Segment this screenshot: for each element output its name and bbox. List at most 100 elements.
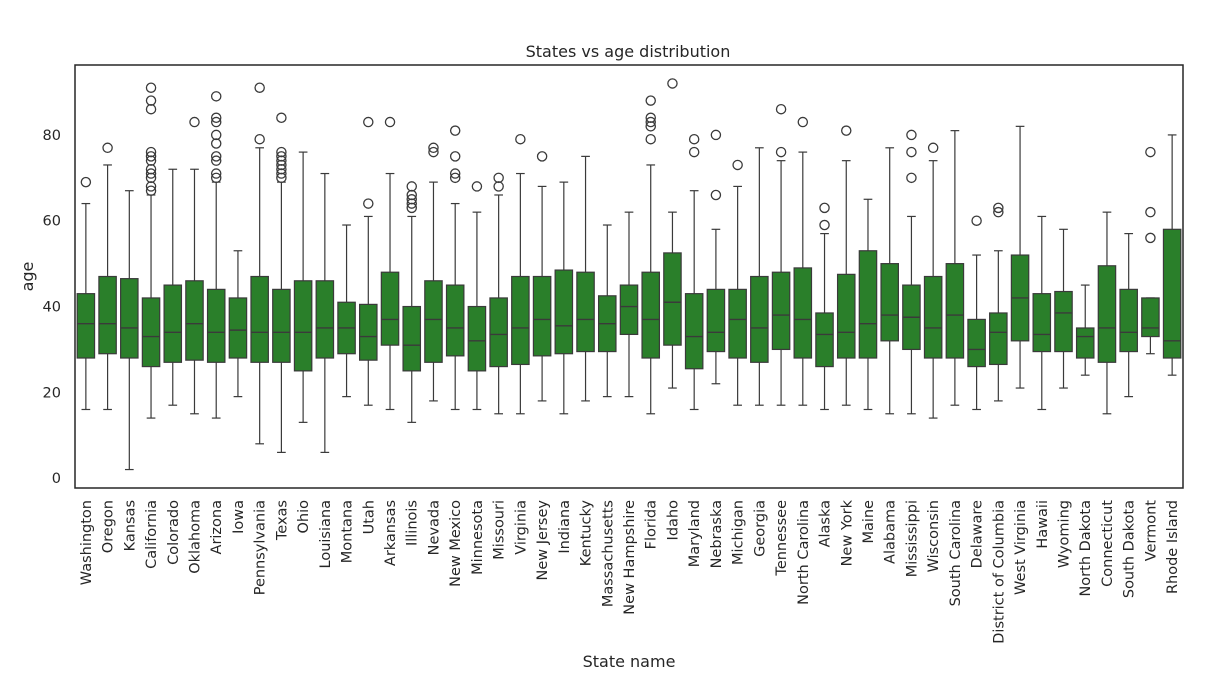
x-tick-label: Montana bbox=[340, 500, 356, 563]
x-tick-label: Alaska bbox=[818, 500, 834, 547]
box bbox=[380, 271, 400, 346]
box bbox=[836, 273, 856, 359]
y-tick-label: 80 bbox=[43, 128, 61, 144]
outlier-point bbox=[775, 146, 787, 158]
outlier-point bbox=[688, 133, 700, 145]
box bbox=[185, 280, 204, 361]
outlier-point bbox=[906, 172, 917, 184]
box bbox=[120, 278, 139, 359]
outlier-point bbox=[536, 151, 548, 162]
box-group bbox=[489, 172, 508, 415]
box bbox=[750, 275, 769, 363]
outlier-point bbox=[775, 103, 787, 115]
box bbox=[424, 280, 443, 363]
outlier-point bbox=[688, 146, 700, 158]
outlier-point bbox=[1145, 146, 1156, 158]
box-group bbox=[1054, 228, 1073, 389]
x-tick-label: New York bbox=[839, 499, 855, 566]
x-tick-label: Louisiana bbox=[318, 500, 334, 568]
box bbox=[793, 267, 813, 359]
box bbox=[1162, 228, 1182, 359]
box-group bbox=[858, 198, 878, 411]
x-tick-label: Idaho bbox=[665, 500, 681, 541]
outlier-point bbox=[406, 181, 417, 192]
box-group bbox=[750, 147, 769, 406]
box-group bbox=[315, 172, 335, 453]
x-tick-label: Illinois bbox=[405, 500, 421, 546]
x-tick-label: North Carolina bbox=[796, 500, 812, 605]
plot-frame bbox=[74, 64, 1184, 489]
box-group bbox=[684, 133, 704, 411]
box-group bbox=[728, 159, 747, 406]
outlier-point bbox=[841, 125, 852, 136]
outlier-point bbox=[645, 95, 656, 106]
box-group bbox=[945, 130, 965, 406]
outlier-point bbox=[363, 198, 374, 209]
x-tick-label: Arkansas bbox=[383, 500, 399, 566]
box-group bbox=[815, 202, 834, 411]
x-tick-label: South Carolina bbox=[948, 500, 964, 606]
x-tick-label: Virginia bbox=[513, 500, 529, 555]
box bbox=[945, 263, 965, 359]
outlier-point bbox=[145, 82, 157, 93]
outlier-point bbox=[210, 172, 222, 184]
x-tick-label: New Hampshire bbox=[622, 500, 638, 615]
x-tick-label: Georgia bbox=[752, 500, 768, 557]
outlier-point bbox=[254, 133, 265, 145]
box-group bbox=[337, 224, 356, 398]
x-tick-label: Kansas bbox=[122, 500, 138, 551]
box-group bbox=[641, 95, 661, 415]
outlier-point bbox=[210, 151, 222, 162]
x-tick-label: Mississippi bbox=[904, 500, 920, 577]
box bbox=[272, 288, 291, 363]
box bbox=[402, 305, 422, 372]
outlier-point bbox=[667, 78, 678, 89]
box-group bbox=[619, 211, 639, 398]
outlier-point bbox=[906, 146, 917, 158]
x-tick-label: Ohio bbox=[296, 500, 312, 534]
outlier-point bbox=[797, 116, 809, 128]
x-tick-label: Michigan bbox=[731, 500, 747, 565]
box bbox=[467, 305, 487, 372]
outlier-point bbox=[993, 202, 1004, 214]
x-tick-label: New Jersey bbox=[535, 500, 551, 581]
box-group bbox=[402, 181, 422, 423]
outlier-point bbox=[710, 189, 722, 201]
box-group bbox=[424, 142, 443, 402]
box-group bbox=[576, 155, 595, 402]
x-tick-label: Vermont bbox=[1143, 500, 1159, 562]
outlier-point bbox=[428, 142, 439, 154]
outlier-point bbox=[210, 116, 222, 128]
x-tick-label: Kentucky bbox=[579, 500, 595, 567]
outlier-point bbox=[145, 103, 157, 115]
box bbox=[684, 293, 704, 370]
x-tick-label: West Virginia bbox=[1013, 500, 1029, 595]
box-group bbox=[771, 103, 791, 406]
x-tick-label: Maine bbox=[861, 500, 877, 544]
outlier-point bbox=[471, 181, 483, 192]
box-group bbox=[989, 202, 1008, 402]
box-group bbox=[359, 116, 378, 406]
box-group bbox=[836, 125, 856, 406]
box-group bbox=[120, 190, 139, 471]
outlier-point bbox=[819, 202, 830, 214]
x-tick-label: Oregon bbox=[101, 500, 117, 553]
box bbox=[98, 275, 117, 355]
x-tick-label: Arizona bbox=[209, 500, 225, 554]
box-group bbox=[706, 129, 726, 385]
box-group bbox=[228, 250, 248, 398]
x-tick-label: Hawaii bbox=[1035, 500, 1051, 549]
box-group bbox=[880, 147, 899, 415]
x-axis-title: State name bbox=[583, 652, 676, 671]
x-tick-label: Nevada bbox=[426, 500, 442, 555]
x-tick-label: Oklahoma bbox=[187, 500, 203, 574]
box bbox=[293, 280, 313, 372]
y-axis-title: age bbox=[18, 262, 37, 292]
outlier-point bbox=[145, 185, 157, 196]
box-group bbox=[272, 112, 291, 453]
y-tick-label: 20 bbox=[43, 385, 61, 401]
outlier-point bbox=[645, 112, 656, 124]
boxes-layer bbox=[76, 78, 1182, 471]
box bbox=[445, 284, 465, 357]
